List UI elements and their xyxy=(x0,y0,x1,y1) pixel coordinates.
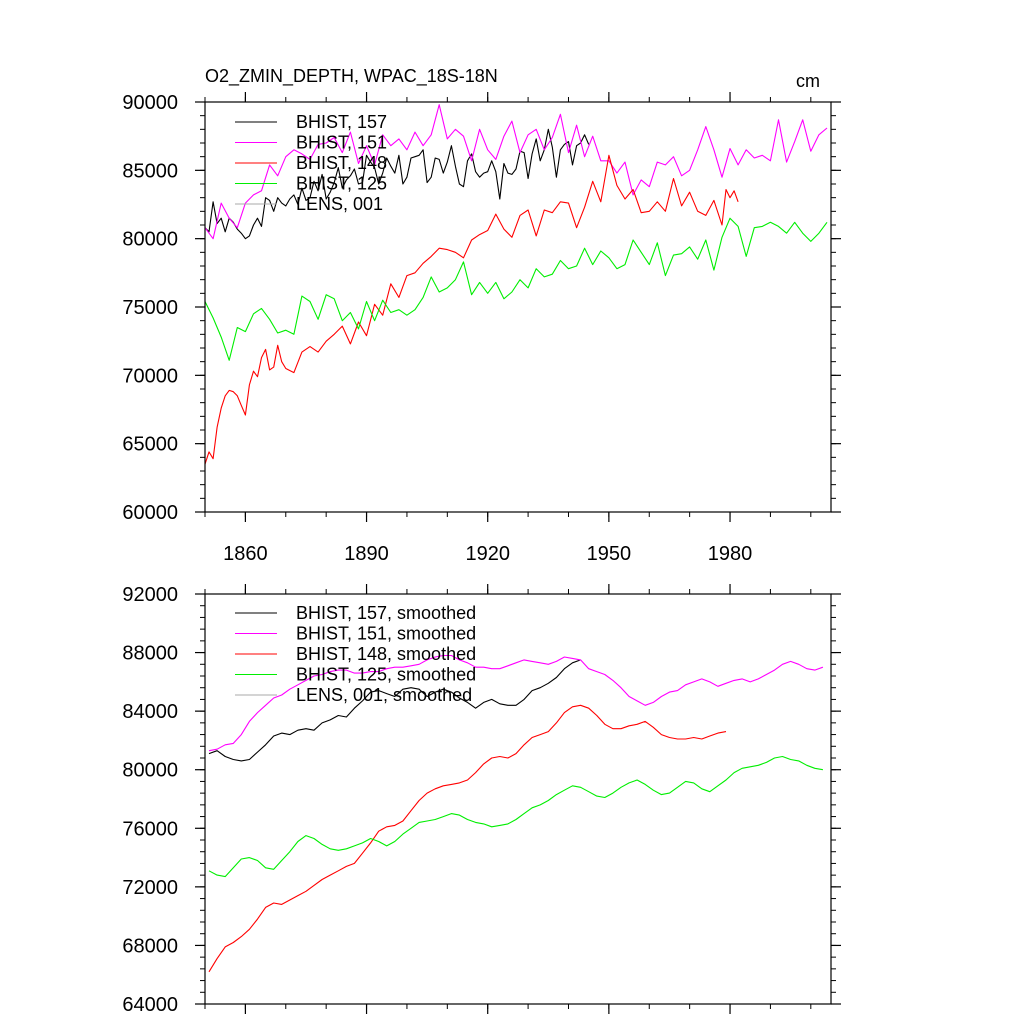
series-line-1-1 xyxy=(208,654,824,752)
x-tick-label: 1980 xyxy=(708,543,753,565)
series-line-0-2 xyxy=(204,154,739,465)
top-panel: O2_ZMIN_DEPTH, WPAC_18S-18N cm BHIST, 15… xyxy=(122,66,841,565)
y-tick-label: 88000 xyxy=(122,643,178,665)
y-tick-label: 65000 xyxy=(122,434,178,456)
bottom-panel-series xyxy=(208,654,824,973)
top-panel-title: O2_ZMIN_DEPTH, WPAC_18S-18N xyxy=(205,66,498,87)
legend-label: LENS, 001, smoothed xyxy=(296,685,472,705)
legend-label: BHIST, 148 xyxy=(296,153,387,173)
series-line-1-2 xyxy=(208,704,727,973)
top-panel-frame xyxy=(204,101,832,513)
y-tick-label: 85000 xyxy=(122,160,178,182)
legend-label: BHIST, 151 xyxy=(296,133,387,153)
y-tick-label: 70000 xyxy=(122,365,178,387)
bottom-panel-frame xyxy=(204,593,832,1005)
legend-label: BHIST, 148, smoothed xyxy=(296,644,476,664)
y-tick-label: 80000 xyxy=(122,760,178,782)
y-tick-label: 60000 xyxy=(122,502,178,524)
legend-label: BHIST, 151, smoothed xyxy=(296,624,476,644)
x-tick-label: 1890 xyxy=(344,543,389,565)
y-tick-label: 76000 xyxy=(122,818,178,840)
y-tick-label: 72000 xyxy=(122,877,178,899)
y-tick-label: 75000 xyxy=(122,297,178,319)
bottom-panel-axes: 64000 68000 72000 76000 80000 84000 88000 92000 xyxy=(122,584,841,1016)
y-tick-label: 84000 xyxy=(122,701,178,723)
series-line-0-1 xyxy=(204,104,828,240)
legend-label: BHIST, 157, smoothed xyxy=(296,603,476,623)
y-tick-label: 90000 xyxy=(122,92,178,114)
x-tick-label: 1950 xyxy=(587,543,632,565)
top-panel-axes: 60000 65000 70000 75000 80000 85000 90000 1860 1… xyxy=(122,92,841,565)
series-line-1-0 xyxy=(208,659,581,762)
series-line-1-3 xyxy=(208,755,823,878)
legend-label: BHIST, 157 xyxy=(296,112,387,132)
y-tick-label: 80000 xyxy=(122,229,178,251)
series-line-0-3 xyxy=(204,217,828,361)
top-panel-series xyxy=(204,104,828,465)
legend-label: BHIST, 125 xyxy=(296,174,387,194)
legend-label: BHIST, 125, smoothed xyxy=(296,665,476,685)
y-tick-label: 68000 xyxy=(122,935,178,957)
x-tick-label: 1860 xyxy=(223,543,268,565)
legend-label: LENS, 001 xyxy=(296,194,383,214)
y-tick-label: 64000 xyxy=(122,994,178,1016)
x-tick-label: 1920 xyxy=(465,543,510,565)
top-panel-units: cm xyxy=(796,71,820,91)
series-line-0-0 xyxy=(204,128,590,240)
y-tick-label: 92000 xyxy=(122,584,178,606)
